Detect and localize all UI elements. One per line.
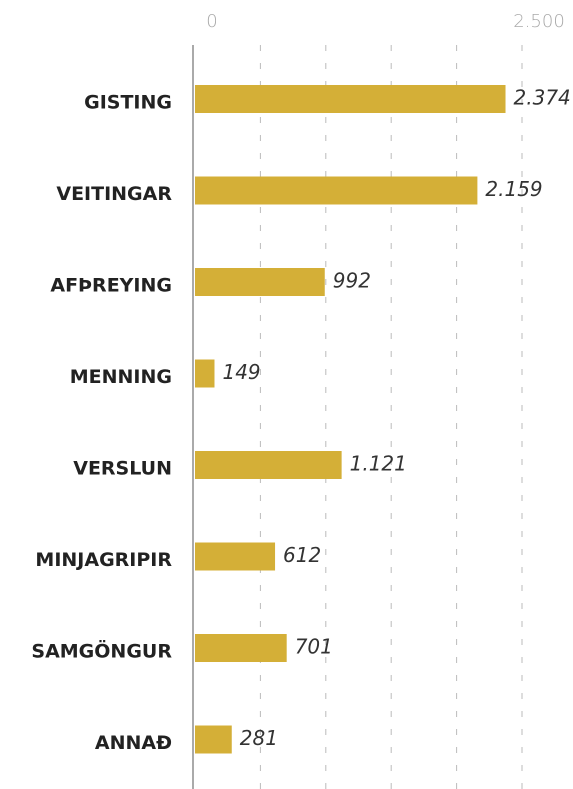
bar xyxy=(195,451,342,479)
category-label: VERSLUN xyxy=(73,458,172,480)
category-label: GISTING xyxy=(84,92,172,114)
category-label: SAMGÖNGUR xyxy=(31,639,172,663)
x-tick-label: 0 xyxy=(206,11,217,32)
bar xyxy=(195,176,478,205)
category-label: VEITINGAR xyxy=(56,183,172,205)
category-label: MENNING xyxy=(70,366,172,388)
value-label: 612 xyxy=(283,543,321,567)
category-label: AFÞREYING xyxy=(50,275,172,297)
value-label: 281 xyxy=(240,726,278,750)
value-label: 149 xyxy=(222,360,260,384)
bar xyxy=(195,85,506,113)
x-tick-label: 2.500 xyxy=(513,11,565,32)
bar xyxy=(195,359,215,388)
value-label: 1.121 xyxy=(350,452,407,476)
bar xyxy=(195,725,232,754)
value-label: 701 xyxy=(295,635,333,659)
bar xyxy=(195,634,287,662)
value-label: 2.374 xyxy=(514,86,571,110)
value-label: 2.159 xyxy=(485,177,542,201)
bar xyxy=(195,268,325,296)
category-label: ANNAÐ xyxy=(95,732,172,754)
bar xyxy=(195,542,276,571)
value-label: 992 xyxy=(333,269,371,293)
category-label: MINJAGRIPIR xyxy=(35,549,172,571)
